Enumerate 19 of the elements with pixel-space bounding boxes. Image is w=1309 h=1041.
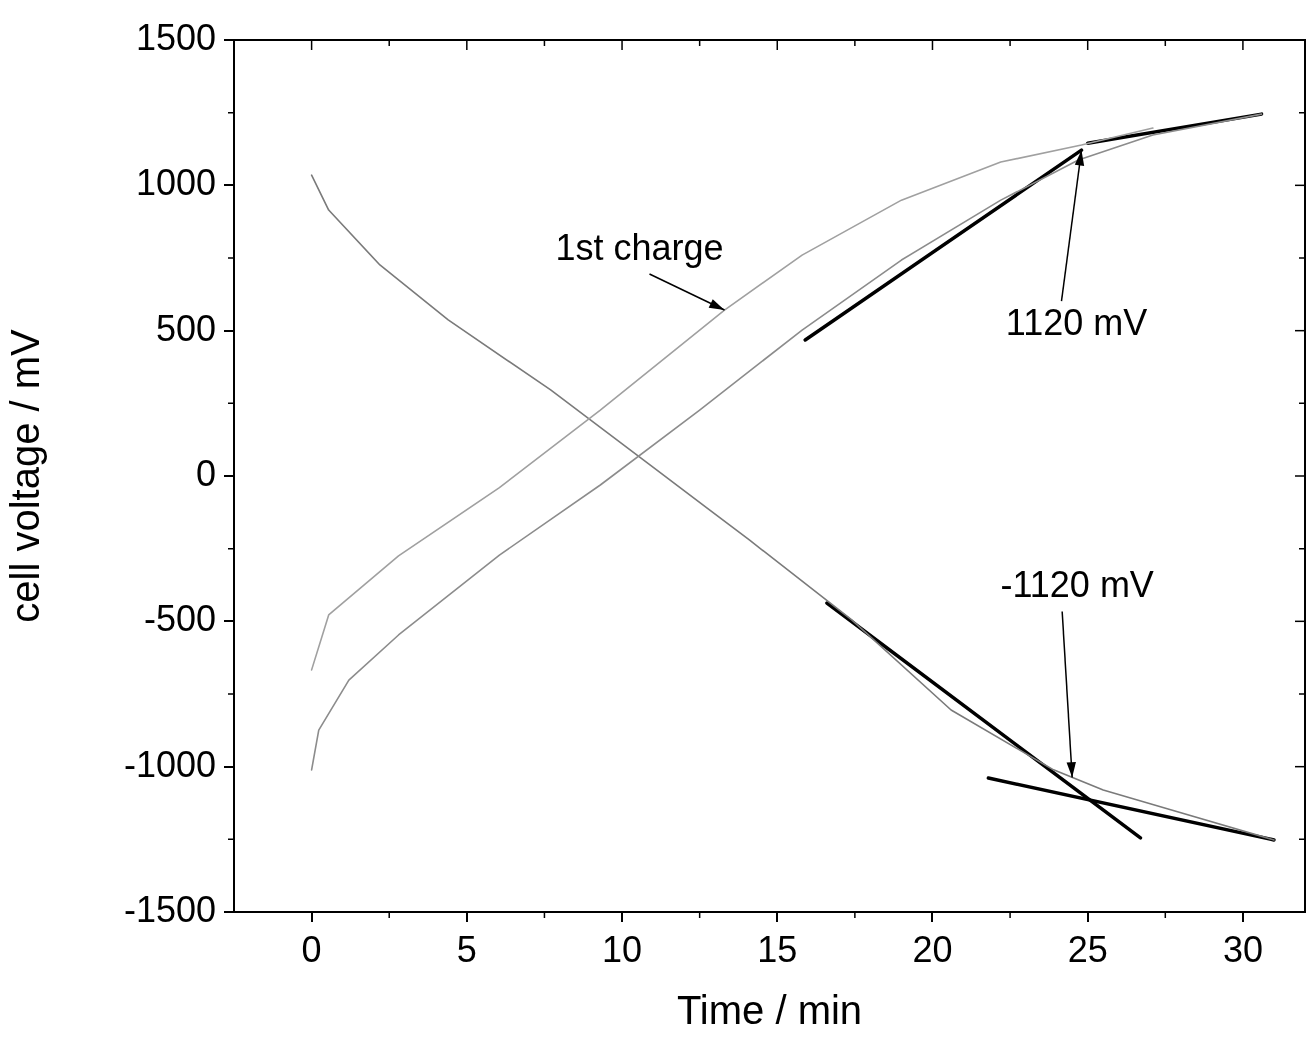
x-tick-label: 5 [456, 928, 477, 970]
y-tick-label: 1500 [135, 16, 216, 58]
annotation: 1st charge [555, 226, 724, 268]
y-tick-label: -1000 [123, 743, 216, 785]
x-axis-title: Time / min [676, 988, 863, 1033]
annotation: -1120 mV [1000, 564, 1154, 606]
x-tick-label: 10 [602, 928, 643, 970]
y-axis-title: cell voltage / mV [3, 328, 48, 623]
x-tick-label: 30 [1222, 928, 1263, 970]
y-tick-label: -500 [143, 598, 216, 640]
x-tick-label: 25 [1067, 928, 1108, 970]
y-tick-label: 0 [195, 452, 216, 494]
x-tick-label: 20 [912, 928, 953, 970]
y-tick-label: -1500 [123, 888, 216, 930]
x-tick-label: 15 [757, 928, 798, 970]
y-tick-label: 1000 [135, 162, 216, 204]
x-tick-label: 0 [301, 928, 322, 970]
annotation: 1120 mV [1005, 302, 1148, 344]
y-tick-label: 500 [155, 307, 216, 349]
